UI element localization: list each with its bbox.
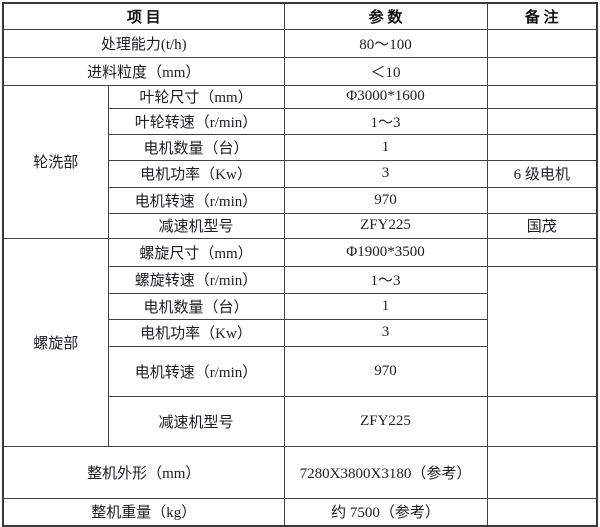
- row-note-wheel-reducer: 国茂: [486, 212, 598, 239]
- table-row: 电机功率（Kw） 3 6 级电机: [3, 159, 598, 188]
- table-row: 整机重量（kg） 约 7500（参考）: [2, 497, 598, 527]
- row-label-spiral-reducer: 减速机型号: [107, 395, 285, 447]
- row-label-impeller-size: 叶轮尺寸（mm）: [107, 84, 285, 109]
- row-note-overall-dims: [486, 445, 598, 499]
- row-value-wheel-motor-power: 3: [283, 159, 488, 188]
- row-label-wheel-motor-qty: 电机数量（台）: [107, 133, 285, 161]
- row-value-feed-size: ＜10: [283, 56, 488, 86]
- row-value-spiral-motor-power: 3: [283, 318, 488, 347]
- header-note: 备 注: [486, 2, 598, 30]
- row-value-spiral-speed: 1～3: [283, 265, 488, 294]
- group-label-spiral: 螺旋部: [2, 237, 109, 447]
- table-row: 电机转速（r/min） 970: [3, 345, 597, 397]
- row-value-overall-weight: 约 7500（参考）: [283, 497, 488, 527]
- row-value-overall-dims: 7280X3800X3180（参考）: [283, 445, 488, 499]
- row-note-capacity: [486, 28, 598, 58]
- row-note-impeller-speed: [486, 107, 598, 135]
- row-value-wheel-motor-speed: 970: [283, 186, 488, 214]
- row-label-capacity: 处理能力(t/h): [2, 28, 285, 58]
- group-label-wheel-wash: 轮洗部: [2, 84, 109, 239]
- table-row: 螺旋转速（r/min） 1～3: [3, 265, 598, 397]
- table-row: 电机数量（台） 1: [3, 292, 597, 320]
- table-row: 处理能力(t/h) 80～100: [2, 28, 598, 58]
- row-label-spiral-size: 螺旋尺寸（mm）: [107, 237, 285, 267]
- table-row: 叶轮转速（r/min） 1～3: [3, 107, 598, 135]
- table-row: 整机外形（mm） 7280X3800X3180（参考）: [2, 445, 598, 499]
- row-value-wheel-reducer: ZFY225: [283, 212, 488, 239]
- table-row: 螺旋部 螺旋尺寸（mm） Φ1900*3500: [2, 237, 598, 447]
- row-value-spiral-size: Φ1900*3500: [283, 237, 488, 267]
- row-label-wheel-motor-power: 电机功率（Kw）: [107, 159, 285, 188]
- row-value-impeller-size: Φ3000*1600: [283, 84, 488, 109]
- row-value-spiral-motor-qty: 1: [283, 292, 488, 320]
- row-label-wheel-reducer: 减速机型号: [107, 212, 285, 239]
- row-value-impeller-speed: 1～3: [283, 107, 488, 135]
- table-row: 减速机型号 ZFY225 国茂: [3, 212, 598, 239]
- header-param: 参 数: [283, 2, 488, 30]
- row-value-capacity: 80～100: [283, 28, 488, 58]
- row-label-feed-size: 进料粒度（mm）: [2, 56, 285, 86]
- row-value-spiral-motor-speed: 970: [283, 345, 488, 397]
- row-note-spiral-size: [486, 237, 598, 267]
- row-label-spiral-motor-qty: 电机数量（台）: [107, 292, 285, 320]
- table-row: 减速机型号 ZFY225: [3, 395, 598, 447]
- table-row: 电机转速（r/min） 970: [3, 186, 598, 214]
- note-cell-spiral-merged: [486, 265, 598, 397]
- header-item: 项 目: [2, 2, 285, 30]
- row-note-impeller-size: [486, 84, 598, 109]
- row-label-wheel-motor-speed: 电机转速（r/min）: [107, 186, 285, 214]
- row-note-wheel-motor-speed: [486, 186, 598, 214]
- row-label-spiral-motor-power: 电机功率（Kw）: [107, 318, 285, 347]
- row-value-spiral-reducer: ZFY225: [283, 395, 488, 447]
- row-label-impeller-speed: 叶轮转速（r/min）: [107, 107, 285, 135]
- table-row: 电机数量（台） 1: [3, 133, 598, 161]
- row-label-overall-weight: 整机重量（kg）: [2, 497, 285, 527]
- table-row: 进料粒度（mm） ＜10: [2, 56, 598, 86]
- table-row: 电机功率（Kw） 3: [3, 318, 597, 347]
- row-value-wheel-motor-qty: 1: [283, 133, 488, 161]
- row-label-spiral-speed: 螺旋转速（r/min）: [107, 265, 285, 294]
- row-label-overall-dims: 整机外形（mm）: [2, 445, 285, 499]
- table-header-row: 项 目 参 数 备 注: [2, 2, 598, 30]
- row-note-wheel-motor-power: 6 级电机: [486, 159, 598, 188]
- row-note-feed-size: [486, 56, 598, 86]
- row-note-spiral-reducer: [486, 395, 598, 447]
- row-note-wheel-motor-qty: [486, 133, 598, 161]
- row-label-spiral-motor-speed: 电机转速（r/min）: [107, 345, 285, 397]
- table-row: 轮洗部 叶轮尺寸（mm） Φ3000*1600: [2, 84, 598, 239]
- row-note-overall-weight: [486, 497, 598, 527]
